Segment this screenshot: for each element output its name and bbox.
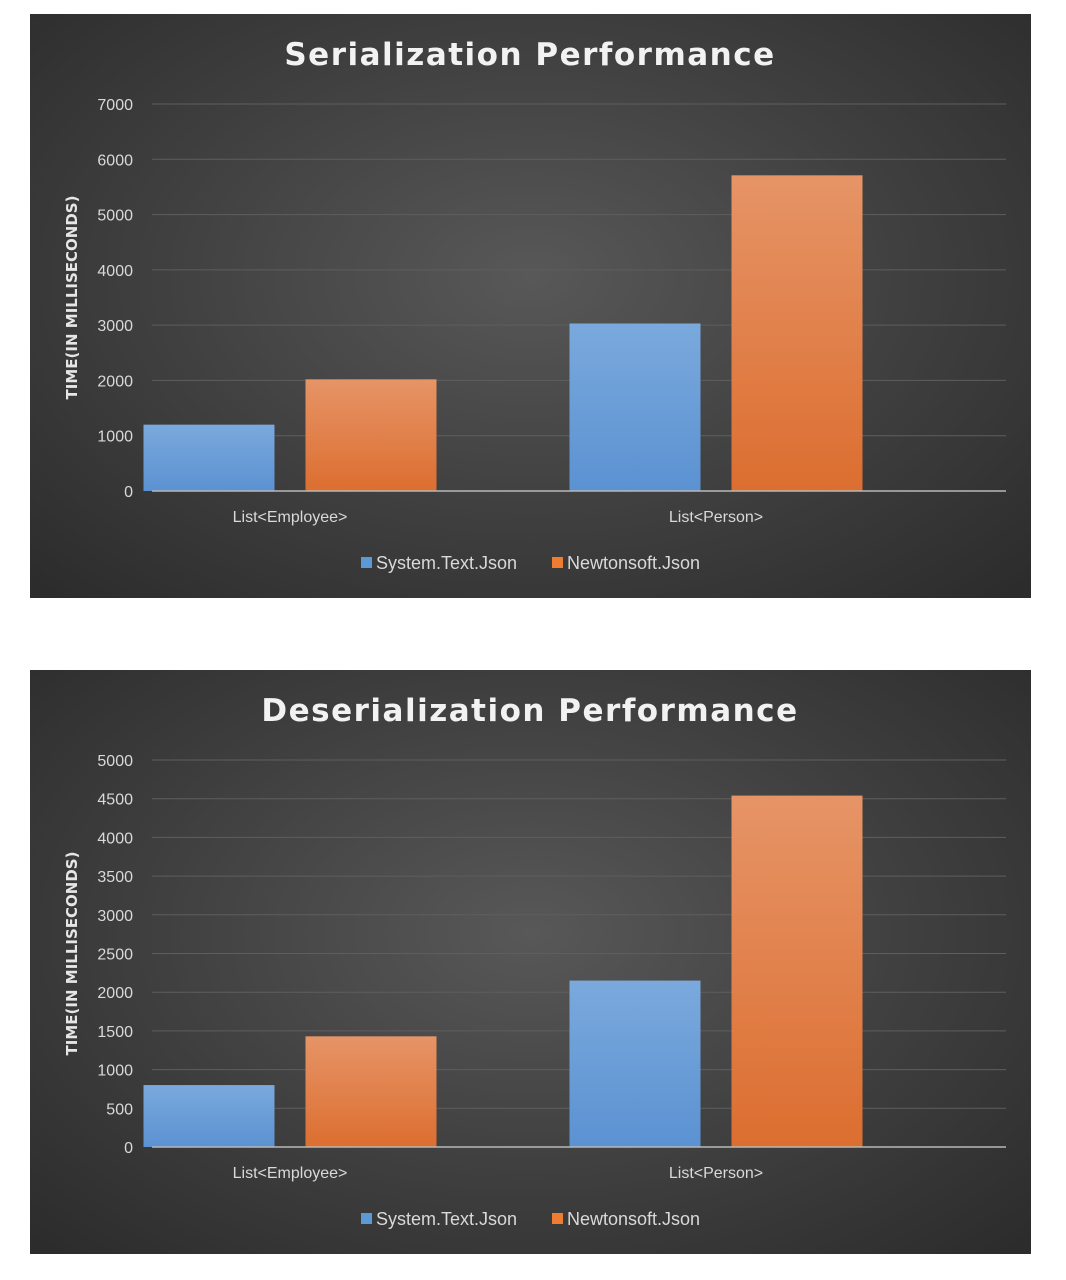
y-tick-label: 3500	[97, 869, 133, 886]
y-tick-label: 4500	[97, 792, 133, 809]
bar-system-text-json-0	[143, 424, 275, 491]
x-category-label: List<Person>	[669, 509, 763, 526]
legend-swatch	[361, 557, 372, 568]
y-tick-label: 7000	[97, 97, 133, 114]
x-category-label: List<Employee>	[233, 509, 348, 526]
deserialization-chart-svg: Deserialization Performance TIME(IN MILLI…	[63, 693, 1006, 1229]
legend-label: Newtonsoft.Json	[567, 1209, 700, 1229]
y-axis-label: TIME(IN MILLISECONDS)	[63, 852, 81, 1056]
chart-title: Serialization Performance	[284, 37, 775, 73]
serialization-chart: Serialization Performance TIME(IN MILLISE…	[30, 14, 1031, 598]
y-tick-label: 0	[124, 484, 133, 501]
y-tick-label: 3000	[97, 318, 133, 335]
y-tick-label: 1000	[97, 429, 133, 446]
bar-newtonsoft-json-0	[305, 1036, 437, 1147]
legend-label: System.Text.Json	[376, 1209, 517, 1229]
y-tick-label: 1500	[97, 1024, 133, 1041]
chart-title: Deserialization Performance	[261, 693, 798, 729]
y-tick-label: 1000	[97, 1063, 133, 1080]
legend-swatch	[552, 1213, 563, 1224]
bar-system-text-json-0	[143, 1085, 275, 1147]
y-tick-label: 0	[124, 1140, 133, 1157]
legend-label: System.Text.Json	[376, 553, 517, 573]
y-tick-label: 6000	[97, 152, 133, 169]
legend-swatch	[552, 557, 563, 568]
y-tick-label: 2000	[97, 985, 133, 1002]
serialization-chart-svg: Serialization Performance TIME(IN MILLISE…	[63, 37, 1006, 573]
legend-label: Newtonsoft.Json	[567, 553, 700, 573]
y-tick-label: 500	[106, 1101, 133, 1118]
x-category-label: List<Person>	[669, 1165, 763, 1182]
y-axis-label: TIME(IN MILLISECONDS)	[63, 196, 81, 400]
bar-newtonsoft-json-1	[731, 795, 863, 1147]
deserialization-chart: Deserialization Performance TIME(IN MILLI…	[30, 670, 1031, 1254]
x-category-label: List<Employee>	[233, 1165, 348, 1182]
y-tick-label: 3000	[97, 908, 133, 925]
y-tick-label: 5000	[97, 753, 133, 770]
legend-swatch	[361, 1213, 372, 1224]
y-tick-label: 4000	[97, 830, 133, 847]
bar-newtonsoft-json-0	[305, 379, 437, 491]
y-tick-label: 2500	[97, 947, 133, 964]
y-tick-label: 5000	[97, 208, 133, 225]
y-tick-label: 4000	[97, 263, 133, 280]
bar-system-text-json-1	[569, 323, 701, 491]
bar-newtonsoft-json-1	[731, 175, 863, 491]
y-tick-label: 2000	[97, 373, 133, 390]
bar-system-text-json-1	[569, 980, 701, 1147]
